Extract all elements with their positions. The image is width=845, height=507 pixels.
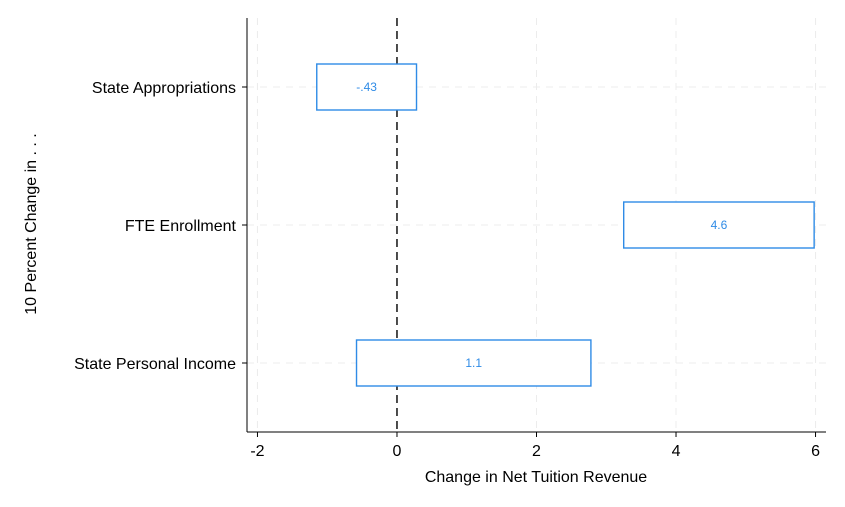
axes <box>242 18 826 437</box>
x-axis-title: Change in Net Tuition Revenue <box>425 469 647 486</box>
range-box <box>355 339 592 387</box>
x-tick-labels: -2 0 2 4 6 <box>250 443 820 460</box>
y-category-label: FTE Enrollment <box>125 218 237 235</box>
range-box <box>622 201 815 249</box>
y-category-label: State Appropriations <box>92 80 236 97</box>
range-box-label: 1.1 <box>465 356 482 370</box>
range-box-label: 4.6 <box>711 218 728 232</box>
x-tick-label: 0 <box>393 443 402 460</box>
range-box <box>316 63 418 111</box>
x-tick-label: 4 <box>672 443 681 460</box>
x-tick-label: 2 <box>532 443 541 460</box>
y-axis-title: 10 Percent Change in . . . <box>23 133 40 314</box>
range-boxes: -.43 4.6 1.1 <box>316 63 815 387</box>
x-tick-label: -2 <box>250 443 264 460</box>
y-category-labels: State Appropriations FTE Enrollment State … <box>74 80 236 373</box>
y-category-label: State Personal Income <box>74 356 236 373</box>
range-box-label: -.43 <box>356 80 377 94</box>
x-tick-label: 6 <box>811 443 820 460</box>
